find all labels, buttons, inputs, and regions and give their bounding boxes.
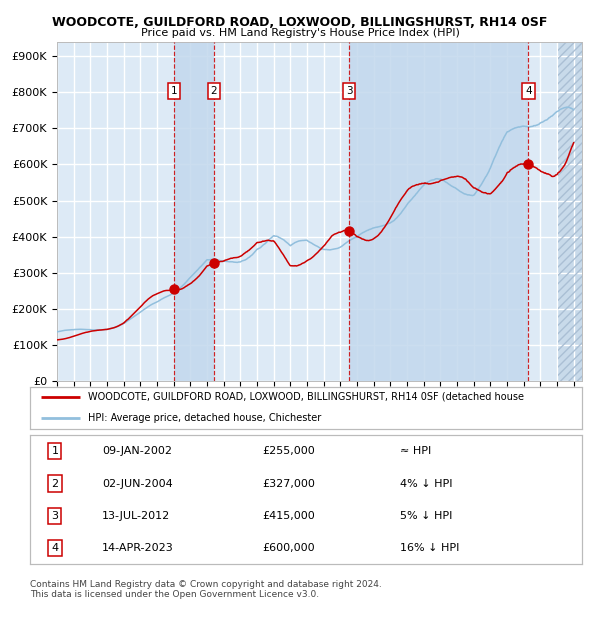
Text: 2: 2 bbox=[51, 479, 58, 489]
Bar bbox=[559, 42, 582, 381]
Bar bbox=[559, 42, 582, 381]
Text: 3: 3 bbox=[52, 511, 58, 521]
Text: £415,000: £415,000 bbox=[262, 511, 314, 521]
Text: Contains HM Land Registry data © Crown copyright and database right 2024.
This d: Contains HM Land Registry data © Crown c… bbox=[30, 580, 382, 599]
Text: 14-APR-2023: 14-APR-2023 bbox=[102, 543, 173, 553]
Text: HPI: Average price, detached house, Chichester: HPI: Average price, detached house, Chic… bbox=[88, 413, 321, 423]
Text: Price paid vs. HM Land Registry's House Price Index (HPI): Price paid vs. HM Land Registry's House … bbox=[140, 28, 460, 38]
Text: 2: 2 bbox=[211, 86, 217, 96]
Text: £600,000: £600,000 bbox=[262, 543, 314, 553]
Text: WOODCOTE, GUILDFORD ROAD, LOXWOOD, BILLINGSHURST, RH14 0SF (detached house: WOODCOTE, GUILDFORD ROAD, LOXWOOD, BILLI… bbox=[88, 392, 524, 402]
Bar bbox=[349, 42, 529, 381]
Text: £327,000: £327,000 bbox=[262, 479, 315, 489]
Text: WOODCOTE, GUILDFORD ROAD, LOXWOOD, BILLINGSHURST, RH14 0SF: WOODCOTE, GUILDFORD ROAD, LOXWOOD, BILLI… bbox=[52, 16, 548, 29]
Text: 16% ↓ HPI: 16% ↓ HPI bbox=[400, 543, 459, 553]
Text: £255,000: £255,000 bbox=[262, 446, 314, 456]
Text: 13-JUL-2012: 13-JUL-2012 bbox=[102, 511, 170, 521]
Text: 4% ↓ HPI: 4% ↓ HPI bbox=[400, 479, 452, 489]
Text: ≈ HPI: ≈ HPI bbox=[400, 446, 431, 456]
Text: 1: 1 bbox=[52, 446, 58, 456]
Text: 5% ↓ HPI: 5% ↓ HPI bbox=[400, 511, 452, 521]
Text: 3: 3 bbox=[346, 86, 352, 96]
Text: 4: 4 bbox=[525, 86, 532, 96]
Text: 4: 4 bbox=[51, 543, 58, 553]
Text: 09-JAN-2002: 09-JAN-2002 bbox=[102, 446, 172, 456]
Bar bbox=[174, 42, 214, 381]
Text: 1: 1 bbox=[171, 86, 178, 96]
Text: 02-JUN-2004: 02-JUN-2004 bbox=[102, 479, 173, 489]
